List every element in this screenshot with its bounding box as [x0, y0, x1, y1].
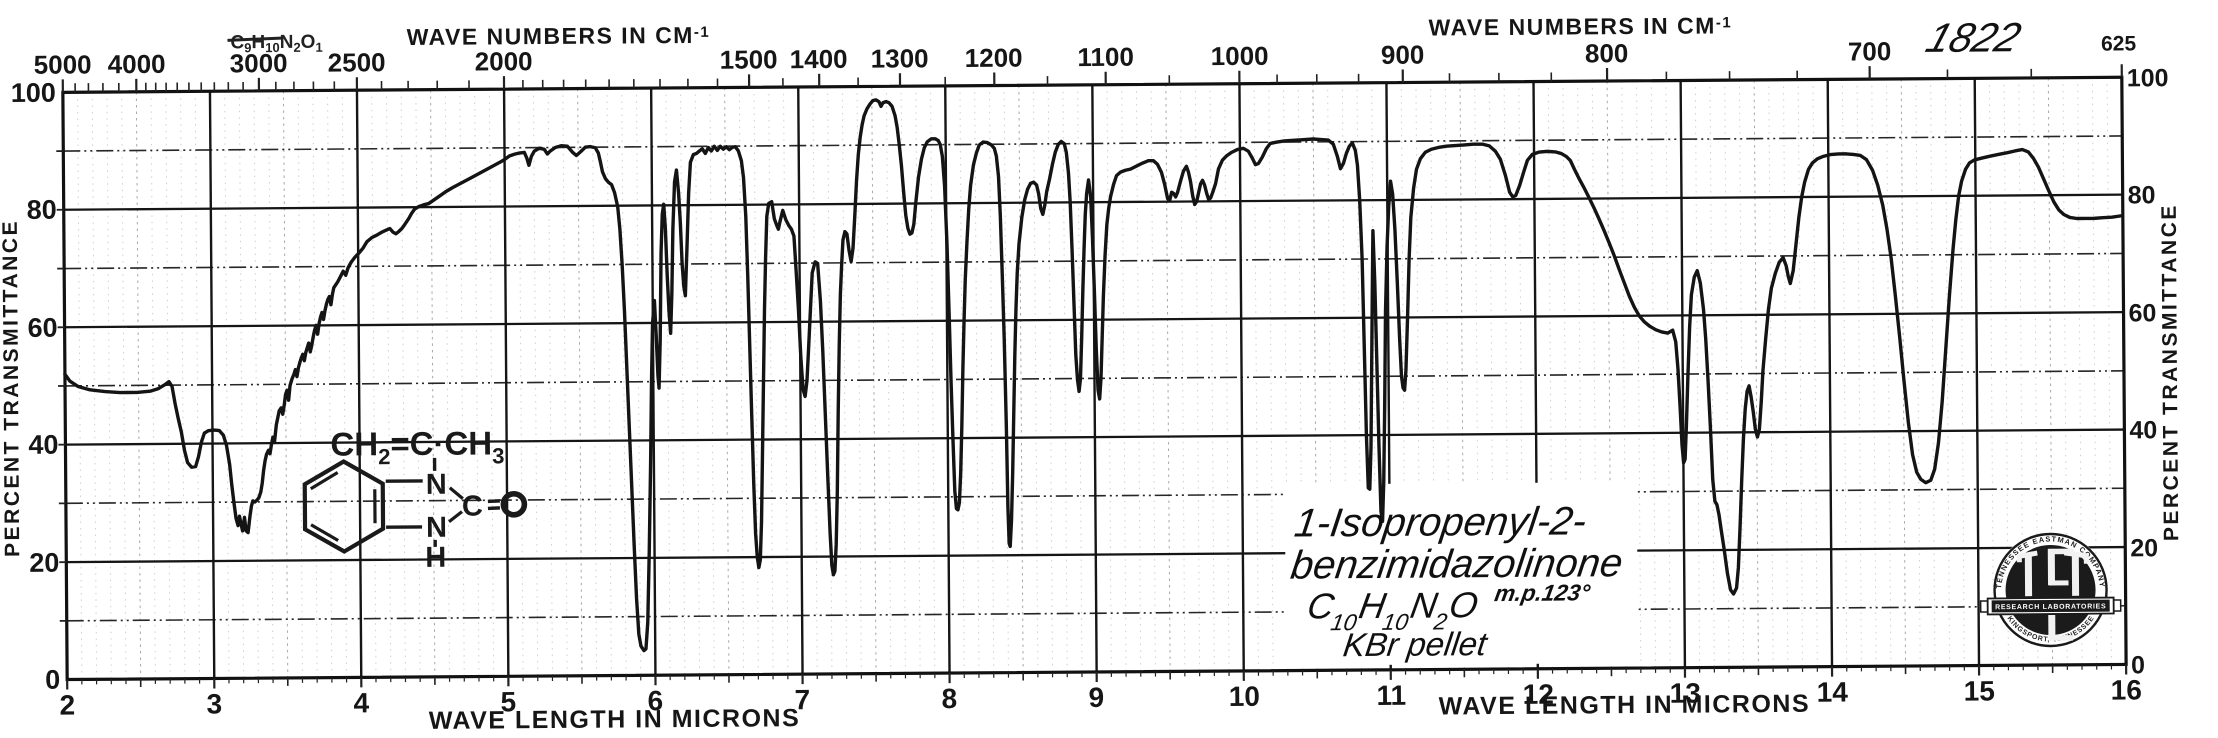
svg-text:m.p.123°: m.p.123°	[1493, 580, 1593, 607]
svg-text:900: 900	[1381, 40, 1425, 70]
svg-text:40: 40	[2129, 416, 2157, 444]
svg-text:3: 3	[206, 688, 222, 719]
svg-text:1200: 1200	[965, 43, 1023, 73]
svg-text:60: 60	[2128, 299, 2156, 327]
svg-text:100: 100	[2127, 64, 2169, 92]
svg-text:1100: 1100	[1077, 42, 1134, 72]
svg-text:9: 9	[1088, 682, 1104, 713]
svg-text:16: 16	[2111, 674, 2142, 705]
svg-text:10: 10	[1229, 681, 1260, 712]
svg-text:11: 11	[1376, 680, 1406, 711]
svg-text:13: 13	[1670, 678, 1701, 709]
svg-text:20: 20	[2130, 534, 2158, 562]
svg-text:12: 12	[1523, 679, 1554, 710]
svg-text:15: 15	[1964, 675, 1995, 706]
svg-text:625: 625	[2101, 32, 2137, 55]
svg-text:1-Isopropenyl-2-: 1-Isopropenyl-2-	[1292, 499, 1589, 546]
svg-text:80: 80	[2128, 181, 2156, 209]
svg-text:80: 80	[27, 195, 57, 225]
svg-text:PERCENT TRANSMITTANCE: PERCENT TRANSMITTANCE	[0, 219, 24, 557]
svg-text:0: 0	[2131, 651, 2145, 679]
svg-text:1500: 1500	[720, 44, 778, 74]
svg-text:7: 7	[794, 684, 810, 715]
svg-text:60: 60	[27, 313, 57, 343]
svg-text:WAVE LENGTH IN MICRONS: WAVE LENGTH IN MICRONS	[1439, 690, 1811, 721]
svg-text:5000: 5000	[34, 49, 92, 79]
svg-text:1300: 1300	[871, 43, 929, 73]
svg-text:2500: 2500	[328, 47, 386, 77]
svg-text:40: 40	[28, 430, 58, 460]
svg-text:benzimidazolinone: benzimidazolinone	[1288, 540, 1625, 587]
svg-text:WAVE NUMBERS IN CM-1: WAVE NUMBERS IN CM-1	[407, 22, 711, 50]
svg-text:8: 8	[941, 683, 957, 714]
svg-text:700: 700	[1848, 36, 1892, 66]
svg-text:5: 5	[500, 686, 516, 717]
svg-text:2: 2	[59, 689, 75, 720]
svg-text:C: C	[462, 490, 483, 522]
svg-text:3000: 3000	[230, 48, 288, 78]
svg-text:H: H	[425, 542, 446, 574]
svg-text:1400: 1400	[790, 44, 848, 74]
svg-text:0: 0	[45, 665, 60, 695]
svg-text:1822: 1822	[1921, 14, 2027, 61]
svg-text:CH2=C·CH3: CH2=C·CH3	[330, 424, 504, 469]
svg-text:PERCENT TRANSMITTANCE: PERCENT TRANSMITTANCE	[2158, 203, 2183, 541]
svg-text:4: 4	[353, 687, 369, 718]
svg-text:N: N	[426, 469, 447, 501]
svg-text:20: 20	[29, 548, 59, 578]
svg-text:1000: 1000	[1211, 41, 1269, 71]
svg-text:WAVE LENGTH IN MICRONS: WAVE LENGTH IN MICRONS	[429, 704, 801, 735]
svg-text:WAVE NUMBERS IN CM-1: WAVE NUMBERS IN CM-1	[1429, 12, 1733, 40]
svg-text:100: 100	[11, 78, 56, 108]
svg-text:800: 800	[1585, 38, 1629, 68]
svg-text:14: 14	[1817, 676, 1849, 707]
svg-text:2000: 2000	[475, 46, 533, 76]
svg-text:N: N	[426, 512, 447, 544]
svg-text:6: 6	[647, 685, 663, 716]
svg-text:KBr pellet: KBr pellet	[1341, 626, 1491, 664]
svg-text:4000: 4000	[108, 49, 166, 79]
svg-text:RESEARCH LABORATORIES: RESEARCH LABORATORIES	[1995, 603, 2106, 611]
